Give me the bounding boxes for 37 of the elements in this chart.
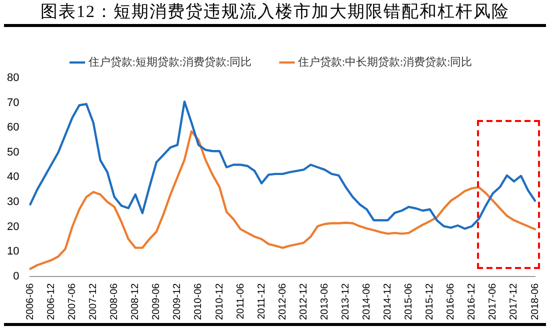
chart-title: 图表12：短期消费贷违规流入楼市加大期限错配和杠杆风险: [40, 1, 510, 23]
x-tick-label: 2008-12: [130, 282, 142, 320]
y-tick-label: 70: [6, 96, 20, 109]
x-tick-label: 2006-12: [46, 282, 58, 320]
x-tick-label: 2011-12: [256, 282, 268, 320]
x-tick-label: 2018-06: [530, 282, 541, 320]
x-tick-label: 2010-06: [193, 282, 204, 320]
x-tick-label: 2013-06: [319, 282, 330, 320]
x-tick-label: 2015-06: [404, 282, 415, 320]
y-tick-label: 0: [13, 270, 20, 282]
x-tick-label: 2011-06: [235, 282, 246, 320]
x-tick-label: 2006-06: [24, 282, 36, 320]
x-tick-label: 2016-12: [466, 282, 478, 320]
x-tick-label: 2014-06: [361, 282, 372, 320]
x-tick-label: 2014-12: [382, 282, 394, 320]
x-tick-label: 2008-06: [109, 282, 120, 320]
legend-label: 住户贷款:中长期贷款:消费贷款:同比: [298, 55, 472, 68]
x-tick-label: 2013-12: [340, 282, 352, 320]
x-tick-label: 2017-12: [508, 282, 520, 320]
x-tick-label: 2010-12: [214, 282, 226, 320]
y-tick-label: 50: [6, 146, 20, 158]
y-tick-label: 20: [6, 220, 20, 233]
x-tick-label: 2015-12: [424, 282, 436, 320]
x-tick-label: 2017-06: [488, 282, 499, 320]
y-tick-label: 30: [6, 196, 20, 208]
x-tick-label: 2016-06: [446, 282, 457, 320]
x-tick-label: 2012-12: [298, 282, 310, 320]
x-tick-label: 2009-12: [172, 282, 184, 320]
y-tick-label: 40: [6, 171, 20, 184]
x-tick-label: 2007-12: [88, 282, 100, 320]
y-tick-label: 10: [6, 246, 20, 258]
x-tick-label: 2007-06: [67, 282, 78, 320]
x-tick-label: 2009-06: [151, 282, 162, 320]
y-tick-label: 80: [6, 72, 20, 84]
y-tick-label: 60: [6, 122, 20, 134]
legend-label: 住户贷款:短期贷款:消费贷款:同比: [88, 55, 252, 68]
x-tick-label: 2012-06: [277, 282, 288, 320]
